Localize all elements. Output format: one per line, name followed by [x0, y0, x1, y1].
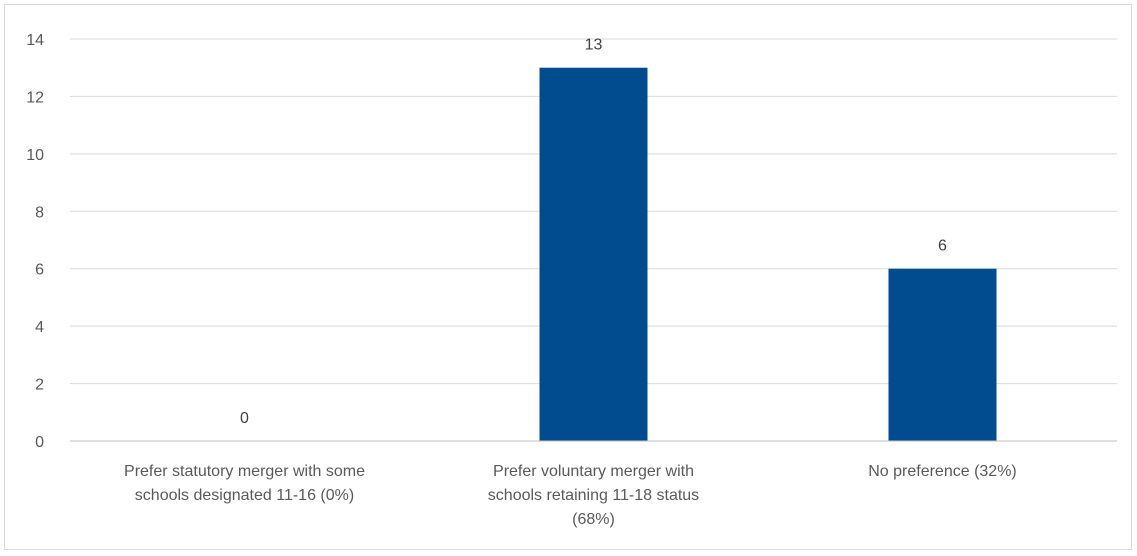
- x-tick-label-line: schools retaining 11-18 status: [488, 487, 699, 504]
- data-label: 6: [938, 238, 947, 255]
- data-label: 13: [585, 37, 603, 54]
- y-tick-label: 14: [26, 32, 44, 49]
- x-tick-label-line: (68%): [572, 511, 615, 528]
- y-tick-label: 12: [26, 89, 44, 106]
- bar: [889, 269, 997, 441]
- x-tick-label-line: schools designated 11-16 (0%): [135, 487, 354, 504]
- y-tick-label: 6: [35, 262, 44, 279]
- x-tick-label-line: Prefer voluntary merger with: [493, 463, 694, 480]
- y-tick-label: 0: [35, 434, 44, 451]
- x-tick-label: Prefer statutory merger with some schools…: [124, 463, 365, 504]
- x-tick-label-line: Prefer statutory merger with some: [124, 463, 365, 480]
- y-tick-label: 8: [35, 204, 44, 221]
- bar: [540, 68, 648, 441]
- bars: [540, 68, 997, 441]
- x-axis: Prefer statutory merger with some schools…: [70, 441, 1117, 528]
- data-label: 0: [240, 410, 249, 427]
- x-tick-label: No preference (32%): [868, 463, 1017, 480]
- y-tick-label: 2: [35, 377, 44, 394]
- x-tick-label-line: No preference (32%): [868, 463, 1017, 480]
- y-tick-label: 4: [35, 319, 44, 336]
- y-tick-label: 10: [26, 147, 44, 164]
- x-tick-label: Prefer voluntary merger with schools reta…: [488, 463, 699, 528]
- y-axis: 0 2 4 6 8 10 12 14: [26, 32, 44, 451]
